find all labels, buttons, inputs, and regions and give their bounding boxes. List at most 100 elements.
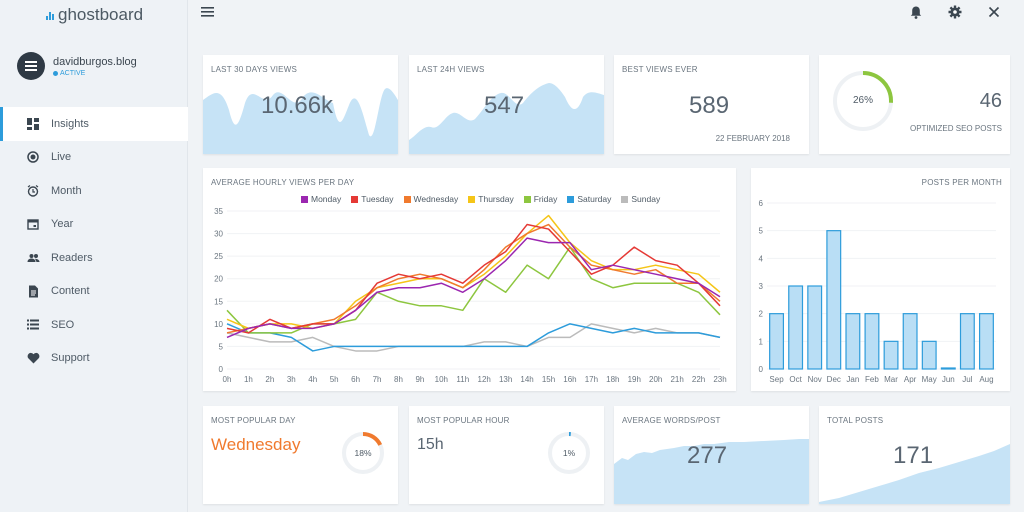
clock-icon: [26, 184, 40, 198]
legend-item[interactable]: Monday: [301, 194, 341, 204]
y-tick-label: 35: [214, 207, 223, 216]
sidebar-item-support[interactable]: Support: [0, 342, 188, 376]
chart-title: AVERAGE HOURLY VIEWS PER DAY: [211, 178, 355, 187]
bar: [864, 313, 880, 370]
y-tick-label: 10: [214, 320, 223, 329]
bar: [902, 313, 918, 370]
x-tick-label: 17h: [585, 375, 598, 384]
sidebar-item-year[interactable]: Year: [0, 208, 188, 242]
x-tick-label: 7h: [373, 375, 382, 384]
y-tick-label: 0: [759, 365, 764, 374]
gear-icon[interactable]: [948, 5, 962, 22]
app-name: ghostboard: [58, 5, 144, 24]
profile[interactable]: davidburgos.blog ACTIVE: [17, 52, 137, 80]
list-icon: [26, 318, 40, 332]
card-title: TOTAL POSTS: [827, 416, 884, 425]
x-tick-label: 8h: [394, 375, 403, 384]
legend-item[interactable]: Friday: [523, 194, 557, 204]
chart-title: POSTS PER MONTH: [921, 178, 1002, 187]
x-tick-label: Mar: [884, 375, 898, 384]
calendar-icon: [26, 217, 40, 231]
card-title: AVERAGE WORDS/POST: [622, 416, 721, 425]
seo-percent: 26%: [852, 95, 873, 106]
views24-area-chart: [409, 83, 604, 154]
series-line-friday: [226, 246, 721, 334]
legend-item[interactable]: Saturday: [567, 194, 611, 204]
x-tick-label: 13h: [499, 375, 512, 384]
menu-icon[interactable]: [201, 5, 215, 21]
popular-hour-ring: [548, 432, 590, 474]
close-icon[interactable]: [988, 5, 1000, 21]
bar: [769, 313, 785, 370]
card-title: MOST POPULAR HOUR: [417, 416, 510, 425]
y-tick-label: 4: [759, 254, 764, 263]
x-tick-label: 22h: [692, 375, 705, 384]
sidebar-item-live[interactable]: Live: [0, 141, 188, 175]
x-tick-label: 19h: [628, 375, 641, 384]
legend-item[interactable]: Thursday: [468, 194, 514, 204]
sidebar-item-label: Year: [51, 218, 74, 231]
x-tick-label: 15h: [542, 375, 555, 384]
legend-swatch: [621, 195, 629, 203]
posts-per-month-bar-chart: 0 1 2 3 4 5 6 Sep Oct Nov Dec Jan Feb Mar Apr May Jun Jul…: [759, 199, 996, 384]
sidebar-item-insights[interactable]: Insights: [0, 107, 188, 141]
sidebar-item-readers[interactable]: Readers: [0, 241, 188, 275]
series-line-sunday: [226, 323, 721, 352]
popular-day-value: Wednesday: [211, 435, 301, 454]
x-tick-label: 2h: [265, 375, 274, 384]
x-tick-label: 6h: [351, 375, 360, 384]
app-logo[interactable]: ghostboard: [46, 5, 143, 25]
total-posts-value: 171: [893, 442, 934, 469]
card-most-popular-hour: MOST POPULAR HOUR 15h 1%: [409, 406, 604, 504]
sidebar-item-content[interactable]: Content: [0, 275, 188, 309]
sidebar-nav: Insights Live Month Year Readers Content…: [0, 107, 188, 375]
seo-posts-value: 46: [979, 90, 1002, 112]
y-tick-label: 6: [759, 199, 764, 208]
profile-name: davidburgos.blog: [53, 55, 137, 68]
bar: [883, 340, 899, 370]
sidebar-item-label: Insights: [51, 117, 89, 130]
bar: [788, 285, 804, 370]
sidebar-item-label: SEO: [51, 318, 75, 331]
chart-legend: Monday Tuesday Wednesday Thursday Friday…: [301, 194, 660, 204]
x-tick-label: 9h: [415, 375, 424, 384]
y-tick-label: 15: [214, 297, 223, 306]
sidebar-item-seo[interactable]: SEO: [0, 308, 188, 342]
x-tick-label: Aug: [979, 375, 993, 384]
seo-posts-label: OPTIMIZED SEO POSTS: [909, 124, 1002, 133]
legend-item[interactable]: Wednesday: [403, 194, 458, 204]
y-tick-label: 30: [214, 230, 223, 239]
bar: [959, 313, 975, 370]
card-posts-per-month: POSTS PER MONTH 0 1 2 3 4 5 6 Sep Oct Nov Dec Jan Fe…: [751, 168, 1010, 391]
x-tick-label: 5h: [330, 375, 339, 384]
legend-item[interactable]: Sunday: [621, 194, 660, 204]
card-seo: 26% 46 OPTIMIZED SEO POSTS: [819, 55, 1010, 154]
legend-swatch: [567, 195, 575, 203]
avg-words-area-chart: [614, 439, 809, 504]
legend-swatch: [523, 195, 531, 203]
card-last-24h-views: LAST 24H VIEWS 547: [409, 55, 604, 154]
series-line-saturday: [226, 323, 721, 352]
card-title: LAST 24H VIEWS: [417, 65, 485, 74]
x-tick-label: 23h: [713, 375, 726, 384]
legend-item[interactable]: Tuesday: [351, 194, 394, 204]
x-tick-label: Sep: [769, 375, 784, 384]
views30-area-chart: [203, 88, 398, 154]
legend-swatch: [468, 195, 476, 203]
bell-icon[interactable]: [910, 5, 922, 22]
bar: [978, 313, 994, 370]
popular-hour-value: 15h: [417, 436, 444, 453]
sidebar-item-month[interactable]: Month: [0, 174, 188, 208]
x-tick-label: 3h: [287, 375, 296, 384]
sidebar-item-label: Month: [51, 184, 82, 197]
x-tick-label: 20h: [649, 375, 662, 384]
best-views-value: 589: [689, 92, 730, 119]
card-title: BEST VIEWS EVER: [622, 65, 698, 74]
x-tick-label: Apr: [904, 375, 917, 384]
legend-swatch: [301, 195, 308, 203]
x-tick-label: Oct: [789, 375, 802, 384]
x-tick-label: 10h: [435, 375, 448, 384]
bar: [807, 285, 823, 370]
y-tick-label: 3: [759, 282, 764, 291]
y-tick-label: 20: [214, 275, 223, 284]
